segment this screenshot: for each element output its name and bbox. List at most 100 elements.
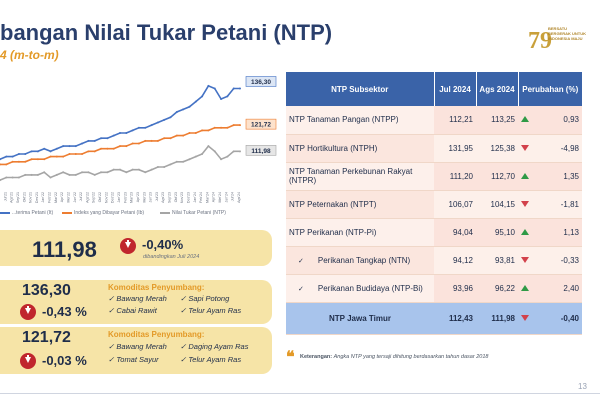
it-komoditas-item: ✓ Bawang Merah [108,294,167,303]
x-tick-label: Mar'22 [54,192,58,203]
series-point [55,155,58,158]
x-tick-label: Des'22 [111,192,115,203]
series-point [87,139,90,142]
legend-item-it: ...terima Petani (It) [0,210,53,216]
page-number: 13 [578,382,587,391]
down-arrow-icon [20,304,36,320]
subsektor-name: NTP Peternakan (NTPT) [286,190,434,219]
value-ags: 111,98 [476,302,518,335]
series-point [188,105,191,108]
series-point [112,168,115,171]
series-point [150,139,153,142]
it-komoditas-item: ✓ Cabai Rawit [108,306,157,315]
series-point [43,158,46,161]
end-label-box [245,145,277,156]
it-summary-box: 136,30 -0,43 % Komoditas Penyumbang: ✓ B… [0,280,272,324]
series-point [232,87,235,90]
ntp-subsektor-table: NTP Subsektor Jul 2024 Ags 2024 Perubaha… [286,72,582,342]
table-row: NTP Hortikultura (NTPH) 131,95 125,38 -4,98 [286,134,582,163]
series-point [125,145,128,148]
it-komoditas-item: ✓ Telur Ayam Ras [180,306,242,315]
chart-legend: ...terima Petani (It) Indeks yang Dibaya… [0,208,282,220]
x-tick-label: Jul'24 [231,192,235,201]
value-jul: 131,95 [434,134,476,163]
x-tick-label: Des'21 [35,192,39,203]
x-tick-label: Nov'22 [104,192,108,203]
series-point [169,137,172,140]
x-tick-label: Jan'23 [117,192,121,202]
series-point [87,171,90,174]
series-point [81,142,84,145]
series-point [0,163,1,166]
series-point [5,176,8,179]
series-point [188,132,191,134]
change-value: 1,13 [532,218,582,247]
page-subtitle: 4 (m-to-m) [0,48,59,62]
series-point [131,168,134,171]
table-header-row: NTP Subsektor Jul 2024 Ags 2024 Perubaha… [286,72,582,106]
series-point [87,150,90,153]
series-point [119,168,121,171]
series-point [55,147,58,150]
series-point [17,176,20,179]
series-point [93,150,96,153]
check-icon: ✓ [298,285,304,293]
series-point [62,155,65,158]
series-point [169,116,172,119]
value-jul: 106,07 [434,190,476,219]
series-point [36,158,39,161]
subsektor-name: ✓ Perikanan Tangkap (NTN) [286,246,434,275]
series-point [43,171,46,174]
trend-cell [518,218,532,247]
ib-value: 121,72 [22,329,71,346]
end-label: 121,72 [251,122,271,129]
logo-text: BERSATU BERGERAK UNTUK INDONESIA MAJU [548,26,586,41]
series-point [24,160,27,163]
change-value: -0,40 [532,302,582,335]
series-point [81,171,84,174]
series-point [220,97,223,100]
series-point [62,145,65,148]
ntp-line-chart: 136,30121,72111,98Jun'21Jul'21Ags'21Sep'… [0,76,277,203]
series-point [11,176,14,179]
trend-cell [518,134,532,163]
col-header-perubahan: Perubahan (%) [518,72,582,106]
col-header-subsektor: NTP Subsektor [286,72,435,106]
table-total-row: NTP Jawa Timur 112,43 111,98 -0,40 [286,302,582,335]
svg-text:79: 79 [528,28,552,54]
value-jul: 94,04 [434,218,476,247]
series-point [175,134,178,137]
arrow-down-icon [521,256,529,263]
subsektor-name: NTP Jawa Timur [286,302,434,335]
trend-cell [518,190,532,219]
quote-icon: ❝ [286,349,295,366]
x-tick-label: Jun'23 [149,192,153,202]
x-tick-label: Ags'22 [85,192,89,203]
legend-item-ntp: Nilai Tukar Petani (NTP) [160,210,226,216]
series-point [36,173,39,176]
series-point [207,145,210,148]
ib-change: -0,03 % [42,353,87,368]
arrow-up-icon [521,172,529,179]
series-point [36,150,39,153]
x-tick-label: Feb'24 [199,192,203,203]
subsektor-name: NTP Tanaman Pangan (NTPP) [286,106,434,135]
series-point [194,155,197,158]
series-point [156,166,159,169]
ib-summary-box: 121,72 -0,03 % Komoditas Penyumbang: ✓ B… [0,327,272,374]
x-tick-label: Jan'22 [41,192,45,202]
x-tick-label: Des'23 [186,192,190,203]
series-point [150,124,153,127]
series-point [11,160,14,163]
ib-komoditas-item: ✓ Tomat Sayur [108,355,159,364]
series-point [49,155,52,158]
series-point [188,158,191,161]
trend-cell [518,274,532,303]
value-jul: 112,21 [434,106,476,135]
change-value: 0,93 [532,106,582,135]
series-point [30,150,33,153]
series-point [156,121,159,124]
value-ags: 95,10 [476,218,518,247]
ib-komoditas-item: ✓ Bawang Merah [108,342,167,351]
x-tick-label: Mei'22 [66,192,70,202]
